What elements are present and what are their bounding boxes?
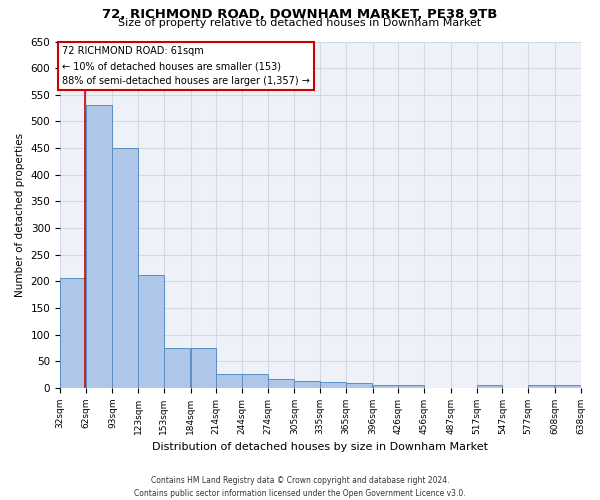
Bar <box>476 386 502 388</box>
Bar <box>164 348 190 388</box>
Bar <box>60 278 86 388</box>
Text: 72 RICHMOND ROAD: 61sqm
← 10% of detached houses are smaller (153)
88% of semi-d: 72 RICHMOND ROAD: 61sqm ← 10% of detache… <box>62 46 310 86</box>
Bar <box>320 382 346 388</box>
Bar <box>398 386 424 388</box>
Bar <box>86 106 112 388</box>
Text: Size of property relative to detached houses in Downham Market: Size of property relative to detached ho… <box>118 18 482 28</box>
Bar <box>555 386 581 388</box>
Bar <box>112 148 138 388</box>
Bar <box>295 380 320 388</box>
Bar <box>268 379 293 388</box>
Bar <box>373 385 398 388</box>
Bar <box>138 275 164 388</box>
Y-axis label: Number of detached properties: Number of detached properties <box>15 132 25 297</box>
Bar <box>191 348 217 388</box>
Bar <box>242 374 268 388</box>
Bar <box>346 384 372 388</box>
X-axis label: Distribution of detached houses by size in Downham Market: Distribution of detached houses by size … <box>152 442 488 452</box>
Bar <box>528 386 554 388</box>
Text: Contains HM Land Registry data © Crown copyright and database right 2024.
Contai: Contains HM Land Registry data © Crown c… <box>134 476 466 498</box>
Bar <box>217 374 242 388</box>
Text: 72, RICHMOND ROAD, DOWNHAM MARKET, PE38 9TB: 72, RICHMOND ROAD, DOWNHAM MARKET, PE38 … <box>103 8 497 20</box>
